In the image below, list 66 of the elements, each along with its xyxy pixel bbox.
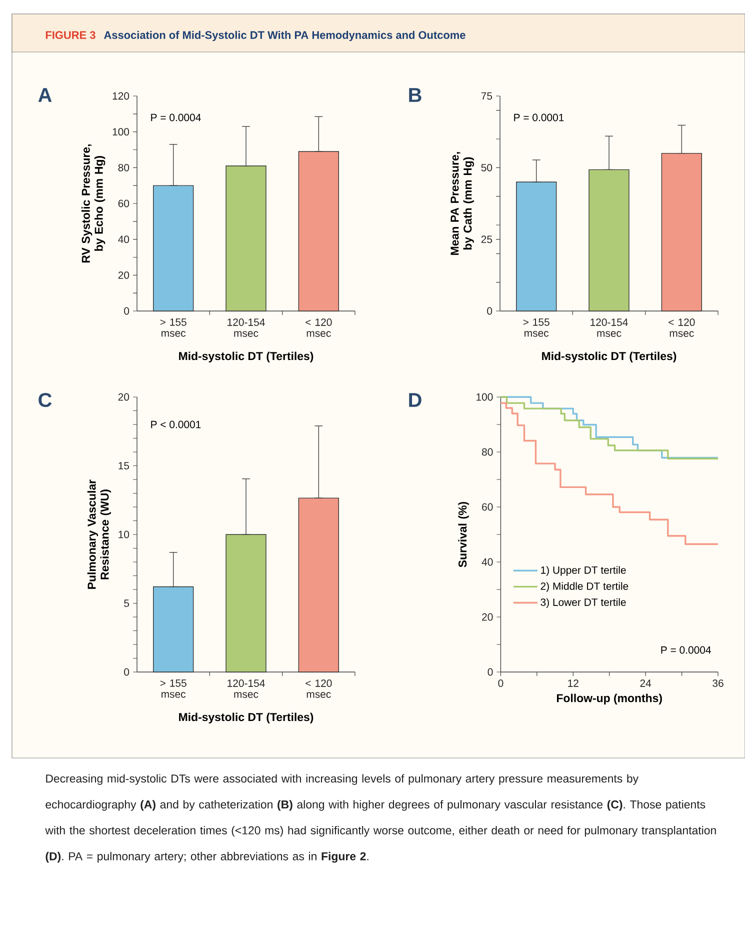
bar — [661, 152, 702, 312]
y-tick-label: 80 — [118, 164, 130, 172]
annotation: P = 0.0004 — [661, 646, 711, 654]
y-tick-label: 60 — [482, 503, 493, 511]
text: Association of Mid-Systolic DT With PA Hemodynamics and Outcome — [104, 30, 466, 42]
x-tick-label: 120-154 msec — [590, 318, 628, 337]
y-tick-label: 20 — [118, 393, 130, 401]
x-tick-label: > 155 msec — [160, 680, 186, 698]
text: Decreasing mid-systolic DTs were associated with increasing levels of pulmonary artery pressure measurements by echocardiography (A) and by catheterization (B) along with higher degrees of pulmonary vascular resistance (C). Those patients with the shortest deceleration times (<120 ms) had significantly worse outcome, either death or need for pulmonary transplantation (D). PA = pulmonary artery; other abbreviations as in Figure 2. — [45, 774, 716, 863]
chart-title: C — [38, 392, 52, 408]
x-tick-label: < 120 msec — [668, 318, 695, 337]
x-tick-label: 12 — [568, 680, 578, 687]
x-axis-title: Mid-systolic DT (Tertiles) — [179, 712, 314, 724]
annotation: P = 0.0001 — [514, 114, 564, 122]
chart-title: B — [409, 88, 422, 102]
x-tick-label: 120-154 msec — [228, 680, 265, 698]
legend-label: 2) Middle DT tertile — [540, 582, 628, 592]
y-tick-label: 40 — [118, 236, 130, 244]
y-tick-label: 10 — [118, 530, 130, 538]
y-tick-label: 20 — [482, 613, 493, 621]
y-tick-label: 75 — [481, 92, 492, 100]
x-axis-title: Follow-up (months) — [556, 694, 662, 704]
y-axis-title: Pulmonary Vascular Resistance (WU) — [87, 480, 111, 589]
y-tick-label: 50 — [481, 164, 492, 172]
y-axis-title: RV Systolic Pressure, by Echo (mm Hg) — [82, 144, 106, 262]
y-tick-label: 15 — [118, 462, 130, 470]
bar — [153, 586, 194, 672]
x-tick-label: > 155 msec — [523, 318, 550, 337]
y-tick-label: 0 — [488, 668, 493, 676]
chart-title: A — [38, 88, 52, 102]
bar — [588, 169, 630, 312]
bar — [153, 185, 194, 312]
y-tick-label: 0 — [124, 668, 130, 676]
bar — [298, 151, 339, 312]
x-tick-label: < 120 msec — [306, 680, 332, 698]
annotation: P < 0.0001 — [151, 420, 201, 428]
y-axis-title: Mean PA Pressure, by Cath (mm Hg) — [450, 152, 474, 255]
chart-title: D — [409, 393, 422, 407]
y-tick-label: 25 — [481, 236, 492, 244]
legend-label: 3) Lower DT tertile — [540, 598, 626, 608]
y-axis-title: Survival (%) — [458, 502, 469, 568]
y-tick-label: 100 — [476, 393, 493, 401]
y-tick-label: 60 — [118, 200, 130, 208]
x-tick-label: < 120 msec — [306, 318, 332, 337]
legend-label: 1) Upper DT tertile — [541, 566, 626, 576]
y-tick-label: 40 — [482, 558, 493, 566]
bar — [516, 182, 557, 312]
x-tick-label: 120-154 msec — [228, 318, 265, 337]
y-tick-label: 0 — [124, 307, 130, 315]
x-axis-title: Mid-systolic DT (Tertiles) — [179, 352, 314, 362]
y-tick-label: 20 — [118, 271, 130, 279]
y-tick-label: 0 — [487, 307, 492, 315]
bar — [226, 534, 266, 672]
x-tick-label: 24 — [640, 680, 652, 687]
annotation: P = 0.0004 — [151, 114, 201, 122]
bar — [226, 166, 266, 312]
y-tick-label: 100 — [112, 128, 130, 136]
x-tick-label: > 155 msec — [160, 318, 186, 337]
y-tick-label: 5 — [124, 600, 130, 607]
x-tick-label: 36 — [712, 680, 724, 687]
caption: FIGURE 3 — [46, 31, 96, 39]
bar — [298, 498, 339, 672]
x-tick-label: 0 — [498, 680, 504, 687]
x-axis-title: Mid-systolic DT (Tertiles) — [542, 352, 676, 362]
y-tick-label: 120 — [112, 92, 130, 100]
y-tick-label: 80 — [482, 448, 493, 456]
